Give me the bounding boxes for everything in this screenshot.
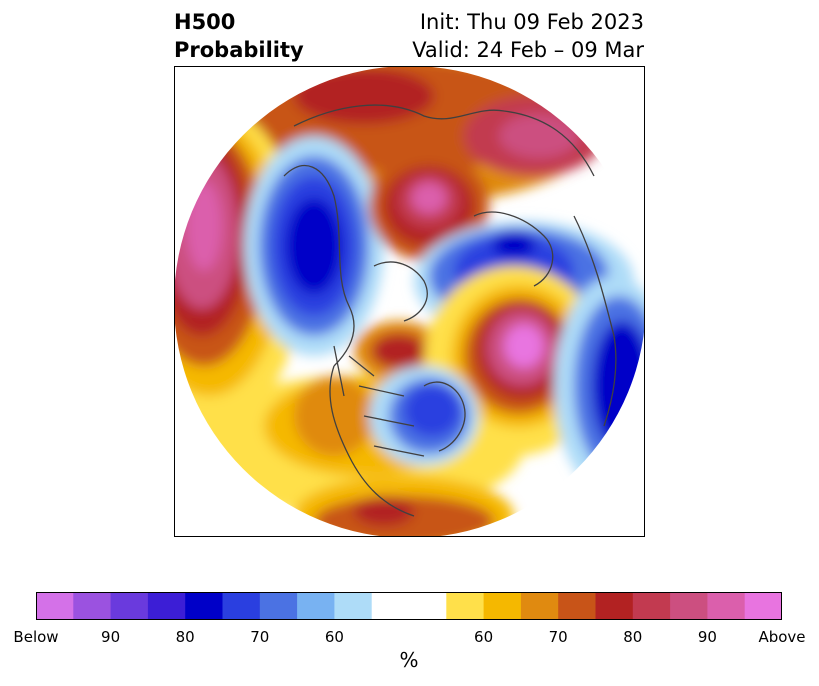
map-title-right: Init: Thu 09 Feb 2023 Valid: 24 Feb – 09… [412,8,644,64]
colorbar-tick-label: 60 [324,628,344,646]
colorbar-segment [707,592,746,620]
colorbar-tick-label: 90 [101,628,121,646]
colorbar-segment [185,592,223,620]
colorbar-segment [334,592,373,620]
colorbar-segment [632,592,671,620]
colorbar-segment [446,592,485,620]
init-date: Init: Thu 09 Feb 2023 [419,10,644,34]
colorbar-segment [259,592,298,620]
colorbar-tick-label: 60 [474,628,494,646]
colorbar-tick-label: 90 [697,628,717,646]
colorbar-tick-label: 70 [548,628,568,646]
colorbar-tick-label: Above [758,628,806,646]
colorbar-units: % [399,648,419,672]
colorbar-tick-label: 80 [175,628,195,646]
colorbar-segment [73,592,112,620]
colorbar-segment [110,592,149,620]
colorbar-segment [558,592,596,620]
probability-map [174,66,645,537]
colorbar-tick-label: 70 [250,628,270,646]
title-product: Probability [174,38,304,62]
colorbar-segment [371,592,447,620]
colorbar-segment [520,592,559,620]
colorbar-segment [36,592,74,620]
colorbar-tick-label: 80 [623,628,643,646]
colorbar-segment [595,592,634,620]
colorbar-segment [670,592,708,620]
title-variable: H500 [174,10,236,34]
colorbar-segment [222,592,261,620]
valid-range: Valid: 24 Feb – 09 Mar [412,38,644,62]
coastlines [283,104,617,517]
colorbar-border [36,592,782,620]
probability-field [174,66,645,537]
colorbar-segment [483,592,522,620]
colorbar-segment [147,592,186,620]
colorbar-segment [297,592,335,620]
colorbar-tick-label: Below [13,628,59,646]
map-title-left: H500 Probability [174,8,304,64]
colorbar-segment [744,592,782,620]
colorbar [36,592,782,620]
